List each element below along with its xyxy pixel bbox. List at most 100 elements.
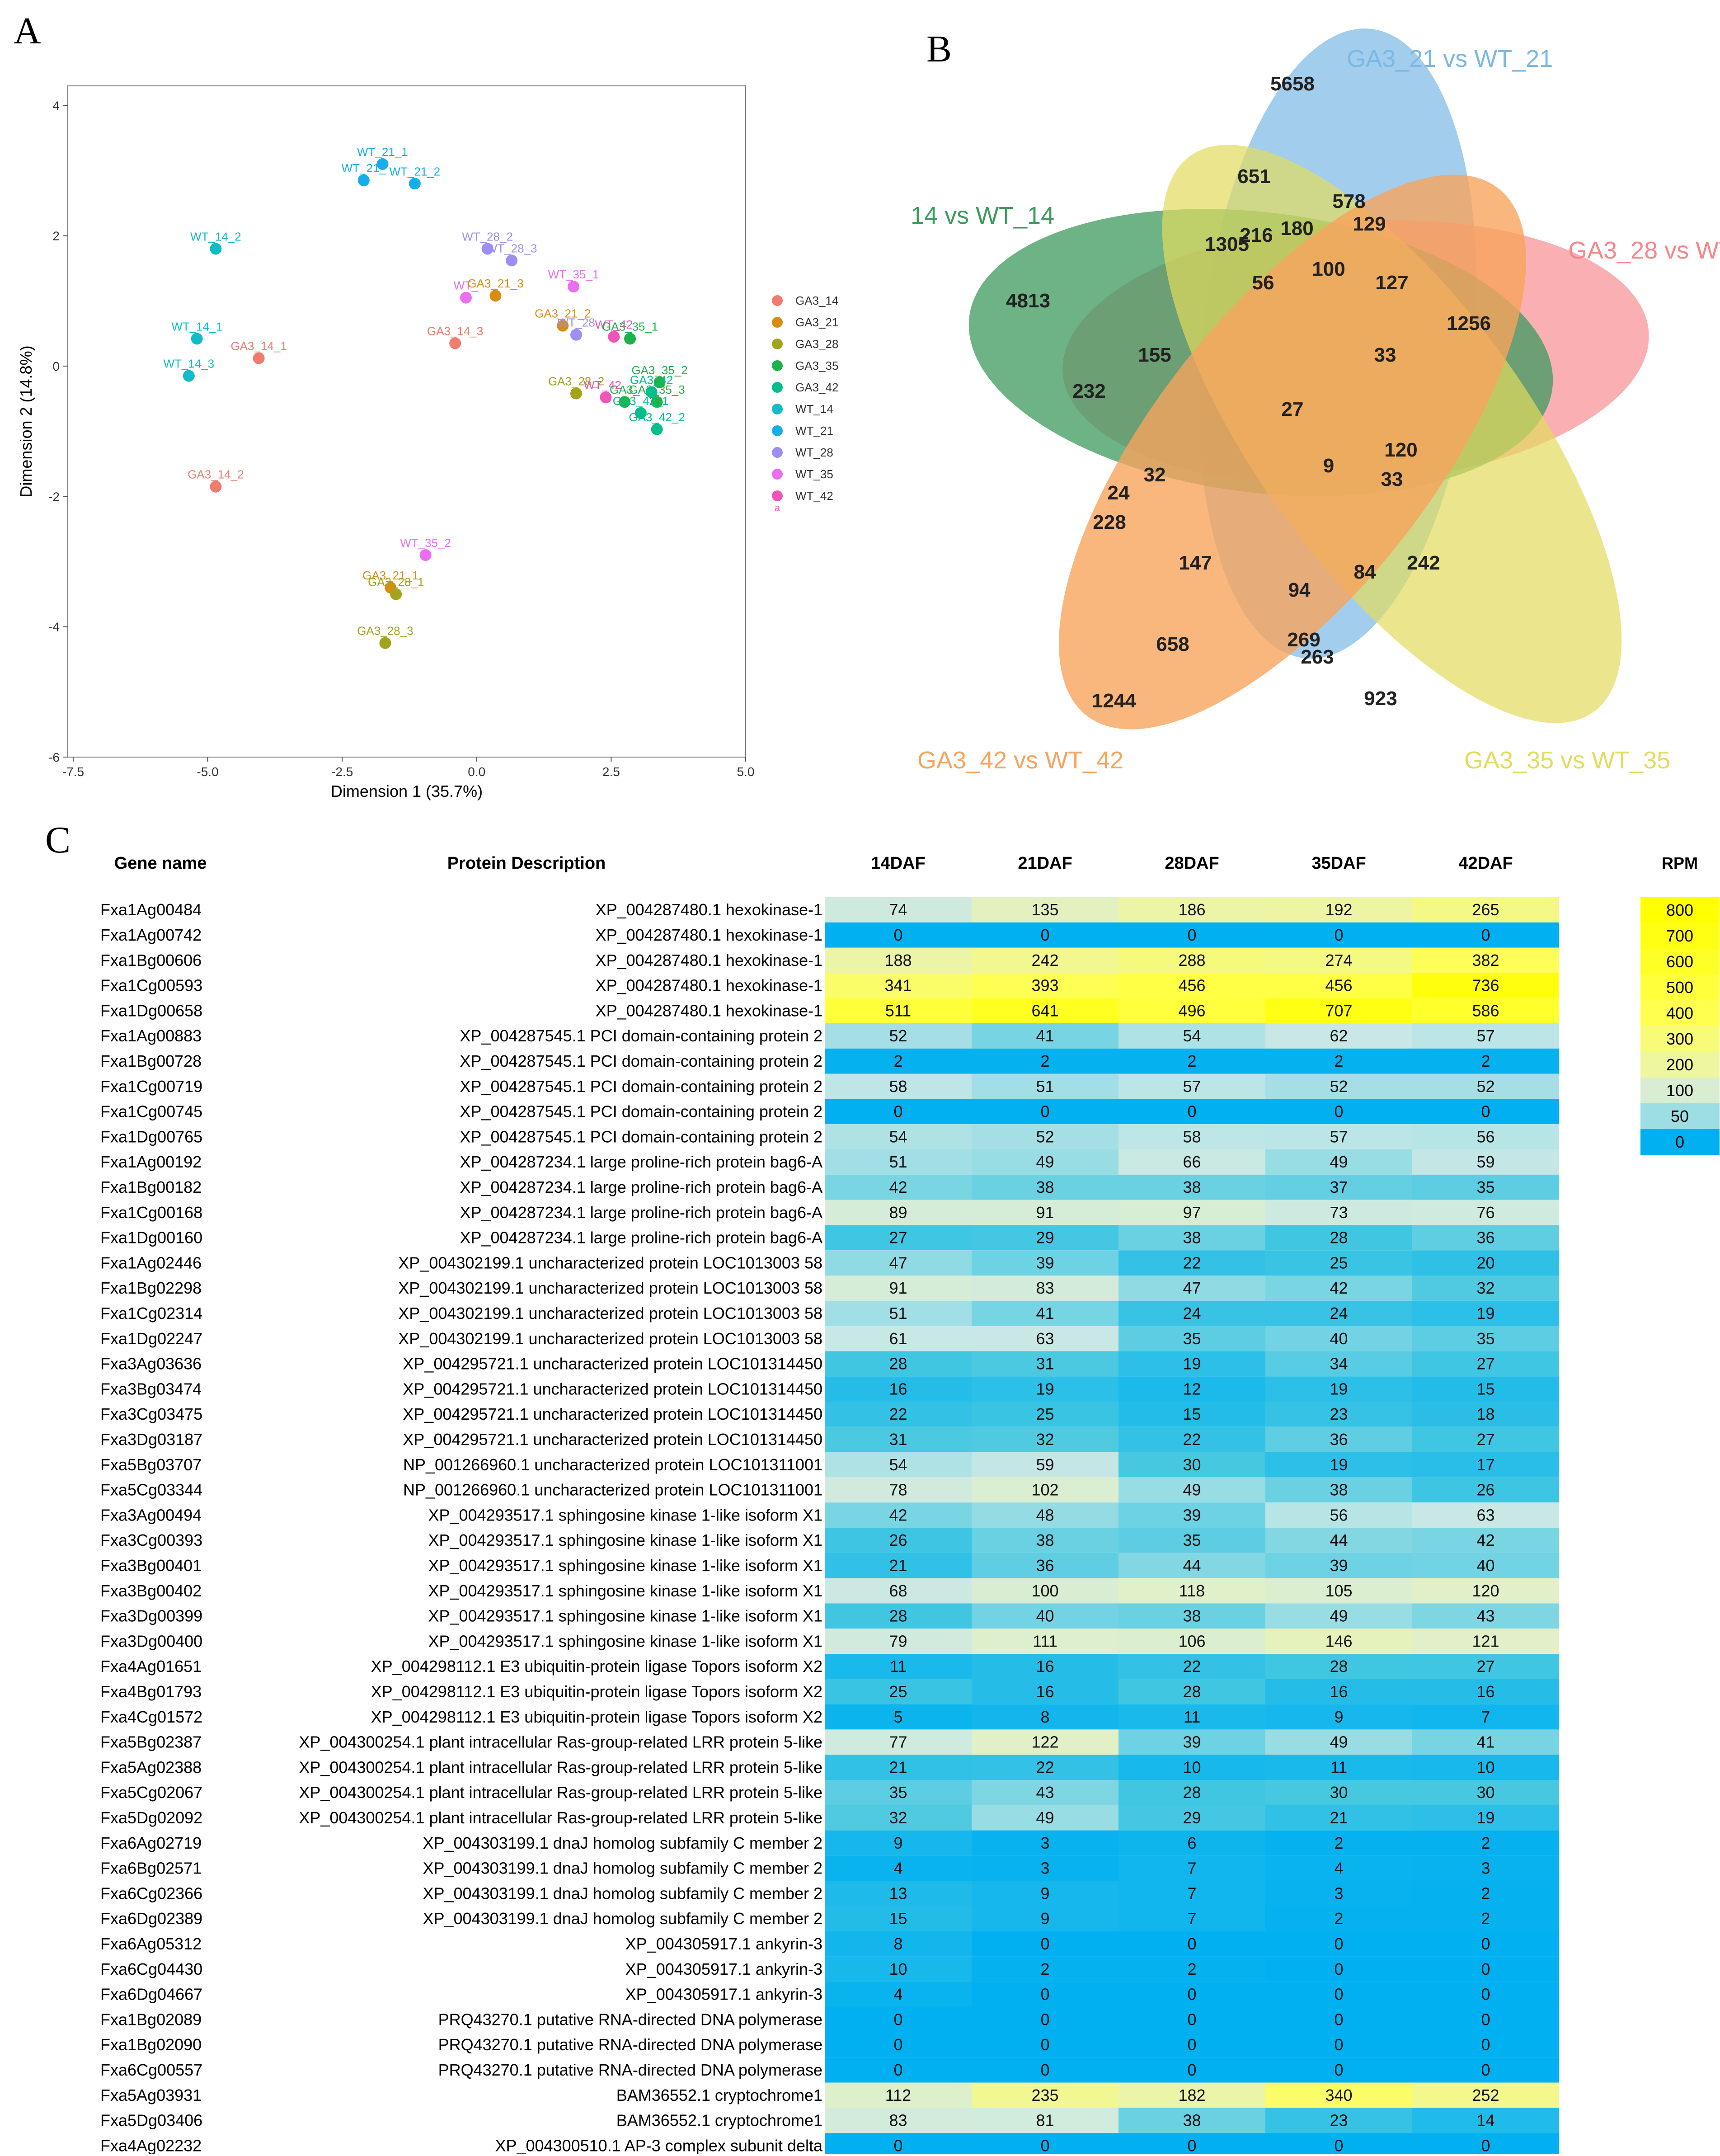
heat-cell xyxy=(825,1023,972,1049)
heat-value: 16 xyxy=(889,1379,907,1398)
protein-description: PRQ43270.1 putative RNA-directed DNA pol… xyxy=(438,2061,822,2079)
heat-value: 30 xyxy=(1183,1455,1201,1474)
heat-cell xyxy=(1118,1780,1265,1805)
heat-cell xyxy=(1118,1048,1265,1074)
heat-cell xyxy=(1412,1477,1559,1503)
heat-value: 0 xyxy=(893,2136,902,2154)
heat-value: 188 xyxy=(884,951,912,970)
gene-name: Fxa3Dg00399 xyxy=(100,1607,202,1625)
header-col: 35DAF xyxy=(1311,854,1366,873)
heat-cell xyxy=(825,897,972,923)
venn-count: 32 xyxy=(1144,464,1166,486)
point-label: WT_35_1 xyxy=(548,268,599,281)
point-label: WT_ xyxy=(454,279,479,292)
heat-value: 27 xyxy=(1476,1355,1494,1373)
heat-cell xyxy=(1412,897,1559,923)
heat-cell xyxy=(972,1805,1118,1831)
heat-cell xyxy=(825,1931,972,1957)
scatter-point xyxy=(570,387,582,400)
heat-value: 456 xyxy=(1178,976,1205,995)
heat-cell xyxy=(1412,1830,1559,1856)
heat-value: 81 xyxy=(1036,2111,1054,2130)
heat-cell xyxy=(825,2032,972,2057)
heat-value: 7 xyxy=(1187,1909,1196,1928)
rpm-legend-label: 400 xyxy=(1666,1004,1693,1022)
legend-marker xyxy=(772,447,783,458)
heat-cell xyxy=(1118,1830,1265,1856)
protein-description: XP_004305917.1 ankyrin-3 xyxy=(625,1985,822,2004)
heat-cell xyxy=(1118,1276,1265,1301)
heat-value: 393 xyxy=(1031,976,1058,995)
venn-count: 216 xyxy=(1240,224,1273,246)
heat-value: 28 xyxy=(889,1355,907,1373)
point-label: WT_35_2 xyxy=(400,536,451,550)
heat-cell xyxy=(825,1426,972,1452)
scatter-point xyxy=(624,333,636,345)
heat-cell xyxy=(1118,1553,1265,1578)
protein-description: XP_004293517.1 sphingosine kinase 1-like… xyxy=(428,1607,822,1625)
gene-name: Fxa1Ag00742 xyxy=(100,926,202,944)
header-gene-name: Gene name xyxy=(114,854,207,873)
venn-count: 232 xyxy=(1072,380,1105,402)
legend-marker xyxy=(772,425,783,436)
point-label: WT_14_2 xyxy=(190,230,241,243)
rpm-legend-swatch xyxy=(1640,1103,1720,1129)
heat-cell xyxy=(1118,2032,1265,2057)
heat-value: 83 xyxy=(1036,1279,1054,1297)
heat-cell xyxy=(825,1048,972,1074)
heat-cell xyxy=(972,1099,1118,1125)
heat-cell xyxy=(972,1351,1118,1377)
heat-cell xyxy=(1412,1881,1559,1906)
heat-cell xyxy=(972,1931,1118,1957)
heat-cell xyxy=(1412,1729,1559,1755)
legend-label: GA3_28 xyxy=(795,337,838,351)
heat-value: 49 xyxy=(1183,1481,1201,1499)
protein-description: XP_004287480.1 hexokinase-1 xyxy=(596,976,822,995)
heat-cell xyxy=(1118,1578,1265,1604)
protein-description: XP_004293517.1 sphingosine kinase 1-like… xyxy=(428,1632,822,1650)
gene-name: Fxa6Ag05312 xyxy=(100,1935,202,1953)
scatter-point xyxy=(183,370,195,382)
heat-cell xyxy=(1265,2082,1412,2108)
heat-value: 112 xyxy=(885,2086,911,2104)
gene-name: Fxa6Cg00557 xyxy=(100,2061,202,2079)
heat-value: 736 xyxy=(1472,976,1499,995)
heat-cell xyxy=(1118,1956,1265,1982)
heat-cell xyxy=(1265,1174,1412,1200)
heat-cell xyxy=(825,922,972,948)
heat-cell xyxy=(972,922,1118,948)
heat-value: 274 xyxy=(1325,951,1352,970)
heat-cell xyxy=(1118,1729,1265,1755)
heat-value: 35 xyxy=(1183,1329,1201,1348)
gene-name: Fxa1Ag00484 xyxy=(100,900,202,919)
heat-value: 47 xyxy=(1183,1279,1201,1297)
protein-description: XP_004303199.1 dnaJ homolog subfamily C … xyxy=(423,1859,822,1878)
heat-value: 76 xyxy=(1476,1203,1494,1222)
heat-cell xyxy=(1118,1149,1265,1175)
heat-cell xyxy=(1412,1502,1559,1528)
heat-value: 16 xyxy=(1036,1657,1054,1676)
heat-cell xyxy=(1265,1780,1412,1805)
heat-cell xyxy=(1265,922,1412,948)
scatter-point xyxy=(489,290,502,302)
heat-value: 106 xyxy=(1178,1632,1205,1650)
heat-value: 0 xyxy=(1481,1960,1490,1978)
heat-value: 2 xyxy=(893,1052,902,1070)
gene-name: Fxa1Bg02090 xyxy=(100,2035,202,2054)
gene-name: Fxa3Ag00494 xyxy=(100,1506,202,1524)
heat-value: 100 xyxy=(1031,1582,1058,1600)
venn-label-35: GA3_35 vs WT_35 xyxy=(1464,747,1670,774)
heat-cell xyxy=(1118,1906,1265,1931)
point-label: WT_28 xyxy=(557,316,595,330)
heat-cell xyxy=(1412,1376,1559,1402)
heat-value: 2 xyxy=(1334,1909,1343,1928)
x-tick-label: 2.5 xyxy=(602,765,620,779)
gene-name: Fxa3Ag03636 xyxy=(100,1355,202,1373)
heat-cell xyxy=(1265,1124,1412,1149)
heat-cell xyxy=(825,1250,972,1276)
heat-cell xyxy=(825,998,972,1023)
heat-value: 0 xyxy=(1187,1935,1196,1953)
heat-cell xyxy=(1118,1376,1265,1402)
heat-value: 707 xyxy=(1325,1001,1352,1020)
gene-name: Fxa6Ag02719 xyxy=(100,1834,202,1852)
